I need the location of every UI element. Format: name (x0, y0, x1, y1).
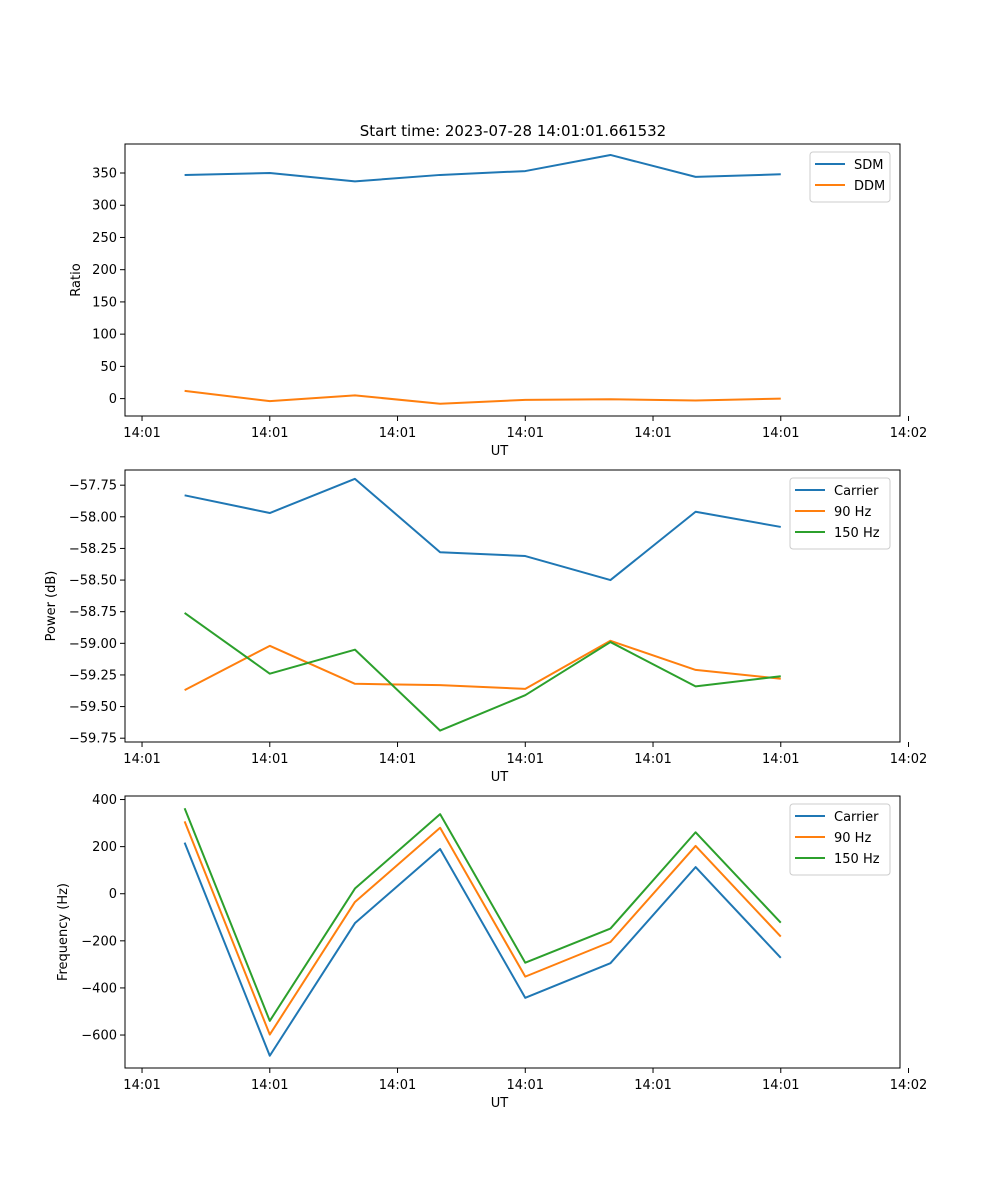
ratio-x-tick-label: 14:01 (507, 426, 544, 441)
frequency-y-tick-label: 0 (109, 887, 117, 902)
power-x-tick-label: 14:02 (890, 752, 927, 767)
frequency-series-carrier-line (183, 842, 782, 1057)
frequency-x-tick-label: 14:01 (123, 1078, 160, 1093)
power-y-axis-label: Power (dB) (44, 571, 59, 642)
power-series-150-hz-line (184, 612, 781, 732)
frequency-x-tick-label: 14:01 (379, 1078, 416, 1093)
ratio-series-ddm-line (184, 389, 781, 405)
frequency-series-90-hz-line (183, 821, 782, 1036)
power-y-tick-label: −58.25 (69, 542, 117, 557)
ratio-legend-label: DDM (854, 179, 885, 194)
frequency-y-tick-label: 400 (92, 793, 117, 808)
power-y-tick-label: −59.75 (69, 732, 117, 747)
power-x-tick-label: 14:01 (251, 752, 288, 767)
frequency-y-tick-label: 200 (92, 840, 117, 855)
power-y-tick-label: −58.75 (69, 605, 117, 620)
frequency-x-tick-label: 14:01 (634, 1078, 671, 1093)
figure-title: Start time: 2023-07-28 14:01:01.661532 (360, 122, 666, 140)
power-x-axis-label: UT (491, 770, 509, 785)
frequency-legend-label: Carrier (834, 810, 879, 825)
ratio-x-tick-label: 14:01 (379, 426, 416, 441)
ratio-y-tick-label: 250 (92, 231, 117, 246)
ratio-x-tick-label: 14:01 (762, 426, 799, 441)
ratio-y-tick-label: 150 (92, 295, 117, 310)
power-x-tick-label: 14:01 (634, 752, 671, 767)
ratio-plot-area (125, 144, 900, 416)
ratio-panel: 14:01 14:01 14:01 14:01 14:01 14:01 14:02 0 50 10… (69, 143, 927, 459)
ratio-series-sdm-line (184, 153, 781, 183)
ratio-y-tick-label: 0 (109, 392, 117, 407)
power-y-tick-label: −58.50 (69, 574, 117, 589)
ratio-y-tick-label: 100 (92, 328, 117, 343)
ratio-x-axis-label: UT (491, 444, 509, 459)
frequency-legend-label: 90 Hz (834, 831, 871, 846)
power-x-tick-label: 14:01 (507, 752, 544, 767)
ratio-y-tick-label: 300 (92, 199, 117, 214)
power-y-tick-label: −59.25 (69, 668, 117, 683)
power-y-tick-label: −58.00 (69, 510, 117, 525)
ratio-legend-label: SDM (854, 158, 883, 173)
ratio-x-tick-label: 14:01 (251, 426, 288, 441)
frequency-x-tick-label: 14:01 (507, 1078, 544, 1093)
power-x-tick-label: 14:01 (379, 752, 416, 767)
power-x-tick-label: 14:01 (123, 752, 160, 767)
frequency-y-tick-label: −200 (81, 934, 117, 949)
power-y-tick-label: −59.00 (69, 637, 117, 652)
frequency-legend-label: 150 Hz (834, 852, 880, 867)
power-legend-label: 90 Hz (834, 505, 871, 520)
power-panel: 14:01 14:01 14:01 14:01 14:01 14:01 14:02 −57.7… (44, 469, 927, 785)
power-series-90-hz-line (184, 639, 781, 692)
ratio-y-tick-label: 350 (92, 167, 117, 182)
frequency-y-axis-label: Frequency (Hz) (56, 883, 71, 981)
power-x-tick-label: 14:01 (762, 752, 799, 767)
frequency-x-tick-label: 14:01 (762, 1078, 799, 1093)
ratio-axes-frame (124, 143, 901, 417)
frequency-y-tick-label: −600 (81, 1029, 117, 1044)
ratio-x-tick-label: 14:01 (634, 426, 671, 441)
power-legend-label: 150 Hz (834, 526, 880, 541)
frequency-axes-frame (124, 795, 901, 1069)
power-legend-label: Carrier (834, 484, 879, 499)
ratio-y-tick-label: 50 (100, 360, 117, 375)
ratio-x-tick-label: 14:01 (123, 426, 160, 441)
frequency-x-tick-label: 14:02 (890, 1078, 927, 1093)
power-series-carrier-line (184, 477, 781, 582)
ratio-y-axis-label: Ratio (69, 263, 84, 296)
ratio-x-tick-label: 14:02 (890, 426, 927, 441)
frequency-series-150-hz-line (183, 807, 782, 1022)
frequency-x-axis-label: UT (491, 1096, 509, 1111)
frequency-plot-area (125, 796, 900, 1068)
ratio-y-tick-label: 200 (92, 263, 117, 278)
frequency-y-tick-label: −400 (81, 981, 117, 996)
frequency-x-tick-label: 14:01 (251, 1078, 288, 1093)
power-y-tick-label: −59.50 (69, 700, 117, 715)
frequency-panel: 14:01 14:01 14:01 14:01 14:01 14:01 14:02 400 20… (56, 793, 927, 1111)
power-y-tick-label: −57.75 (69, 479, 117, 494)
power-plot-area (125, 470, 900, 742)
power-axes-frame (124, 469, 901, 743)
